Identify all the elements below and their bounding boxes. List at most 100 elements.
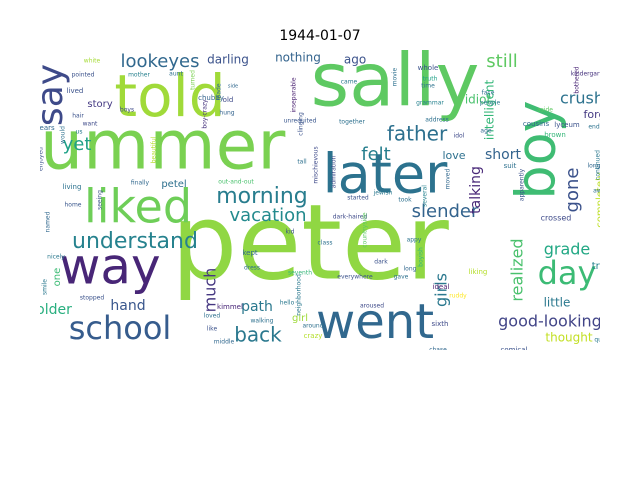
cloud-word-crazy: crazy	[304, 332, 323, 340]
cloud-word-several: several	[422, 185, 429, 207]
cloud-word-darling: darling	[207, 53, 249, 67]
cloud-word-longer: longer	[587, 163, 600, 170]
cloud-word-hung: hung	[219, 110, 234, 117]
cloud-word-idol: idol	[454, 133, 465, 140]
cloud-word-felt: felt	[361, 144, 390, 165]
cloud-word-nothing: nothing	[275, 51, 321, 65]
cloud-word-quiet: quiet	[594, 337, 600, 344]
cloud-word-address: address	[425, 117, 449, 124]
cloud-word-father: father	[387, 122, 448, 146]
cloud-word-aroused: aroused	[360, 303, 384, 310]
cloud-word-tall: tall	[297, 159, 307, 166]
cloud-word-day: day	[538, 254, 597, 292]
cloud-word-sally: sally	[311, 50, 480, 124]
cloud-word-boy: boy	[505, 100, 568, 199]
cloud-word-pointed: pointed	[72, 72, 95, 79]
cloud-word-hair: hair	[72, 113, 84, 120]
cloud-word-summer: summer	[40, 107, 285, 186]
cloud-word-girl: girl	[292, 313, 308, 324]
cloud-word-class: class	[318, 240, 333, 247]
cloud-word-seventh: seventh	[288, 270, 312, 277]
cloud-word-whole: whole	[418, 64, 439, 72]
cloud-word-little: little	[544, 296, 571, 310]
cloud-word-truth: truth	[423, 76, 438, 83]
cloud-word-sixth: sixth	[432, 320, 449, 328]
cloud-word-mischievous: mischievous	[313, 146, 320, 183]
cloud-word-nicely: nicely	[47, 254, 65, 261]
cloud-word-morning: morning	[216, 184, 308, 209]
cloud-word-loved: loved	[204, 313, 221, 320]
cloud-word-out-and-out: out-and-out	[218, 179, 254, 186]
cloud-word-back: back	[234, 323, 282, 347]
cloud-word-mother: mother	[128, 72, 150, 79]
cloud-word-white: white	[84, 58, 101, 65]
cloud-word-dress: dress	[244, 265, 260, 272]
cloud-word-ago: ago	[344, 53, 366, 67]
cloud-word-way: way	[59, 238, 160, 296]
cloud-word-talking: talking	[468, 166, 484, 214]
cloud-word-walking: walking	[250, 318, 273, 325]
cloud-word-people: people	[480, 100, 501, 107]
cloud-word-suit: suit	[504, 162, 517, 170]
cloud-word-appy: appy	[407, 237, 422, 244]
cloud-word-time: time	[421, 83, 435, 90]
cloud-word-intelligent: intelligent	[483, 80, 497, 141]
cloud-word-liking: liking	[469, 268, 488, 276]
cloud-word-side: side	[228, 84, 238, 90]
cloud-word-would: would	[60, 126, 67, 144]
cloud-word-petel: petel	[161, 179, 186, 190]
cloud-word-later: later	[323, 143, 448, 206]
cloud-word-forgot: forgot	[584, 108, 600, 121]
cloud-word-boy-crazy: boy-crazy	[202, 99, 209, 129]
cloud-word-boyish: boyish	[418, 247, 425, 267]
cloud-word-named: named	[45, 211, 52, 232]
cloud-word-realized: realized	[508, 238, 527, 301]
cloud-word-one: one	[52, 268, 63, 287]
cloud-word-brown: brown	[544, 131, 566, 139]
cloud-word-together: together	[339, 119, 365, 126]
cloud-word-went: went	[316, 294, 434, 350]
chart-title: 1944-01-07	[279, 28, 361, 44]
cloud-word-home: home	[64, 202, 81, 209]
cloud-word-love: love	[442, 149, 465, 162]
cloud-word-still: still	[486, 51, 517, 72]
cloud-word-lyceum: lyceum	[554, 121, 580, 129]
cloud-word-understand: understand	[72, 229, 198, 254]
cloud-word-inseparable: inseparable	[291, 77, 298, 112]
cloud-word-turned: turned	[190, 70, 197, 90]
cloud-word-chubby: chubby	[198, 94, 224, 102]
cloud-word-kid: kid	[286, 229, 295, 236]
cloud-word-hand: hand	[110, 298, 145, 314]
cloud-word-kimmel: kimmel	[217, 303, 243, 311]
cloud-word-smile: smile	[42, 279, 49, 295]
cloud-word-dark: dark	[374, 259, 388, 266]
cloud-word-bothered: bothered	[574, 66, 581, 93]
cloud-word-boys: boys	[120, 107, 134, 114]
cloud-word-around: around	[302, 323, 323, 330]
cloud-word-gone: gone	[562, 168, 583, 213]
cloud-word-living: living	[63, 183, 82, 191]
cloud-word-end: end	[588, 124, 599, 131]
cloud-word-slender: slender	[412, 201, 479, 222]
cloud-word-took: took	[398, 197, 412, 204]
cloud-word-started: started	[347, 195, 369, 202]
cloud-word-short: short	[485, 147, 521, 163]
cloud-word-grade: grade	[544, 240, 591, 259]
cloud-word-much: much	[201, 268, 220, 313]
cloud-word-middle: middle	[214, 339, 235, 346]
cloud-word-lookeyes: lookeyes	[121, 51, 200, 72]
cloud-word-admiration: admiration	[331, 155, 338, 188]
cloud-word-away: away	[593, 188, 600, 195]
cloud-word-us: us	[76, 129, 83, 136]
cloud-word-neighborhood: neighborhood	[296, 274, 303, 316]
cloud-word-story: story	[87, 99, 112, 110]
cloud-word-completely: completely	[595, 172, 600, 227]
cloud-word-kept: kept	[242, 249, 258, 257]
cloud-word-ideal: ideal	[433, 283, 450, 291]
cloud-word-everywhere: everywhere	[337, 274, 373, 281]
cloud-word-school: school	[69, 309, 172, 347]
cloud-word-say: say	[40, 64, 71, 126]
cloud-word-crush: crush	[560, 89, 600, 108]
cloud-word-moved: moved	[445, 169, 452, 190]
cloud-word-clinging: clinging	[298, 112, 305, 136]
